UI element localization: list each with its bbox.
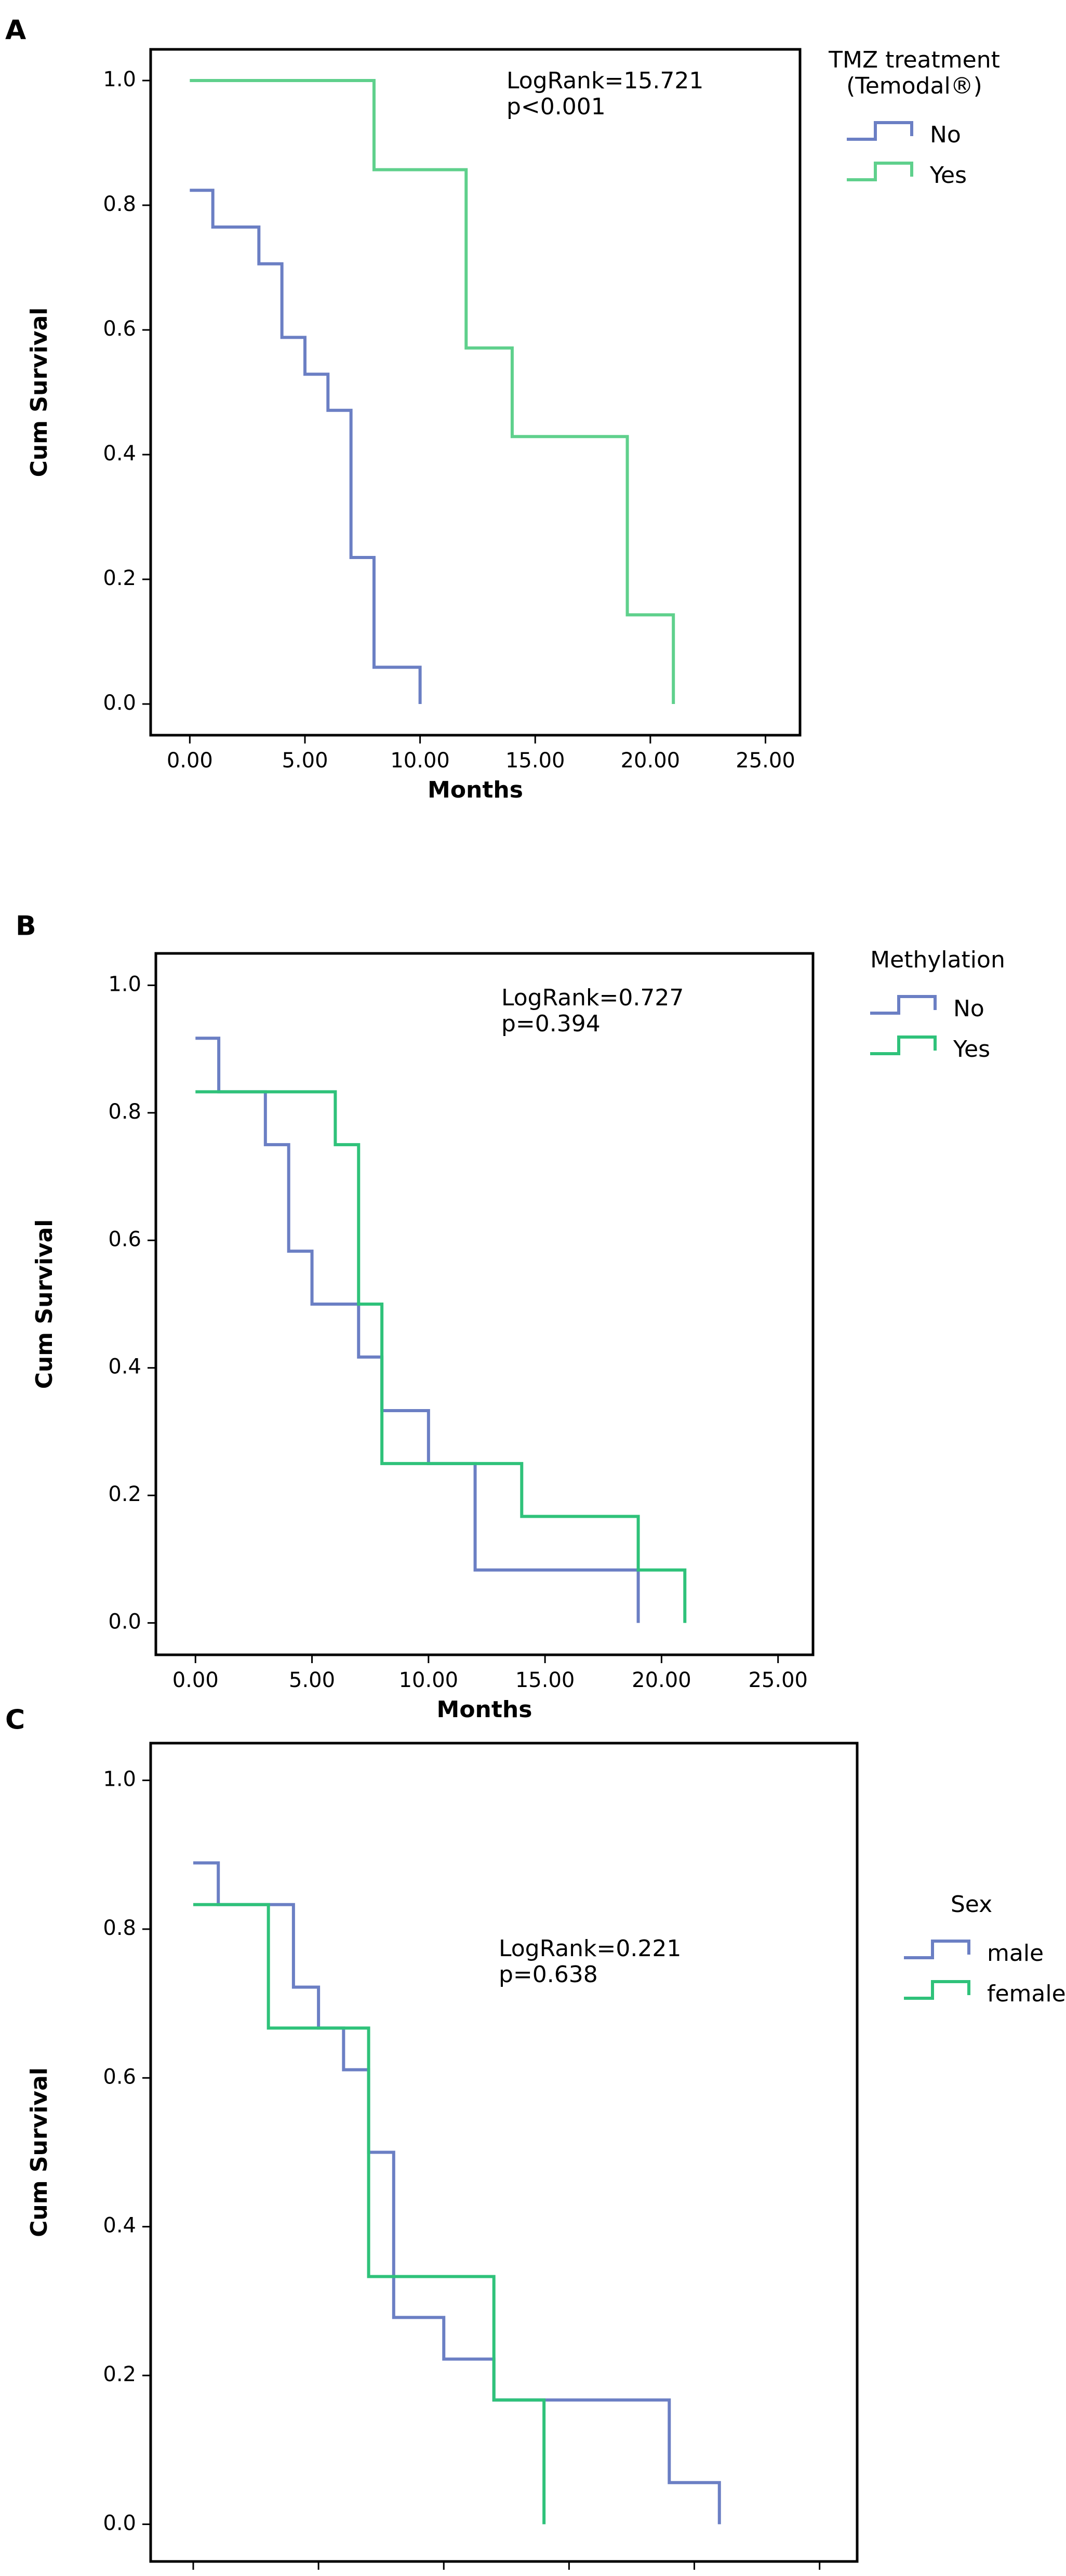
plot-frame — [154, 952, 815, 1656]
legend: Sex male female — [904, 1891, 1066, 2007]
panel-label: C — [5, 1705, 25, 1736]
y-tick-label: 0.0 — [103, 691, 136, 715]
x-tick-label: 25.00 — [748, 1668, 808, 1692]
p-value: p=0.394 — [501, 1011, 601, 1037]
panel-label: A — [5, 15, 26, 46]
survival-curve-yes — [190, 79, 675, 704]
x-tick-label: 0.00 — [170, 2575, 216, 2576]
legend-swatch-female — [904, 1980, 970, 2000]
panel-b: B 0.0 0.2 0.4 0.6 0.8 1.0 0.00 5.00 10.00 15.00 20.… — [16, 911, 1005, 1723]
plot-frame — [149, 1742, 859, 2563]
survival-curve-yes — [195, 1090, 687, 1623]
y-tick-label: 0.8 — [103, 192, 136, 216]
x-axis-title: Months — [428, 777, 523, 803]
y-tick-label: 1.0 — [108, 972, 141, 996]
legend-swatch-yes — [870, 1035, 937, 1055]
legend-title: (Temodal®) — [846, 73, 982, 99]
legend-label-female: female — [987, 1981, 1066, 2007]
x-tick-label: 20.00 — [664, 2575, 724, 2576]
x-axis-title: Months — [437, 1696, 532, 1723]
x-tick-label: 15.00 — [515, 1668, 575, 1692]
panel-a: A 0.0 0.2 0.4 0.6 0.8 1.0 0.00 5.00 10.00 15.00 20.… — [5, 15, 1000, 803]
panel-label: B — [16, 911, 36, 942]
legend-label-male: male — [987, 1940, 1044, 1967]
x-tick-label: 10.00 — [390, 749, 450, 773]
x-tick-label: 15.00 — [539, 2575, 599, 2576]
legend-title: Sex — [951, 1891, 992, 1918]
x-tick-label: 10.00 — [399, 1668, 459, 1692]
y-axis-title: Cum Survival — [26, 2067, 52, 2237]
x-tick-label: 20.00 — [632, 1668, 691, 1692]
legend-swatch-no — [847, 121, 913, 141]
y-tick-label: 0.0 — [108, 1610, 141, 1634]
survival-curve-male — [193, 1861, 721, 2525]
x-tick-label: 25.00 — [736, 749, 795, 773]
legend-label-no: No — [953, 995, 984, 1022]
y-tick-label: 0.4 — [103, 2214, 136, 2238]
y-tick-label: 0.6 — [108, 1227, 141, 1251]
x-tick-label: 5.00 — [289, 1668, 335, 1692]
y-tick-label: 0.6 — [103, 317, 136, 341]
y-tick-label: 0.0 — [103, 2511, 136, 2535]
x-tick-label: 25.00 — [790, 2575, 849, 2576]
legend-label-no: No — [930, 122, 961, 148]
y-tick-label: 0.8 — [103, 1916, 136, 1940]
y-axis-title: Cum Survival — [26, 308, 52, 477]
x-tick-label: 15.00 — [505, 749, 565, 773]
panel-c: C 0.0 0.2 0.4 0.6 0.8 1.0 0.00 5.00 10.00 15.00 20.… — [5, 1705, 1066, 2576]
y-tick-label: 1.0 — [103, 1768, 136, 1791]
logrank-stat: LogRank=0.727 — [501, 985, 684, 1011]
y-tick-label: 0.4 — [108, 1355, 141, 1379]
x-tick-label: 0.00 — [167, 749, 213, 773]
x-tick-label: 0.00 — [172, 1668, 219, 1692]
survival-curve-female — [193, 1903, 546, 2525]
legend-swatch-yes — [847, 162, 913, 181]
x-tick-label: 20.00 — [621, 749, 681, 773]
legend-label-yes: Yes — [929, 162, 967, 189]
survival-curve-no — [190, 189, 422, 704]
survival-curve-no — [195, 1037, 640, 1623]
x-tick-label: 5.00 — [296, 2575, 342, 2576]
legend: TMZ treatment(Temodal®) No Yes — [828, 47, 1000, 189]
y-tick-label: 0.8 — [108, 1100, 141, 1124]
legend-title: TMZ treatment — [828, 47, 1000, 73]
legend: Methylation No Yes — [870, 947, 1005, 1063]
logrank-stat: LogRank=15.721 — [507, 68, 703, 94]
p-value: p=0.638 — [499, 1961, 598, 1988]
y-axis-title: Cum Survival — [31, 1219, 58, 1389]
y-tick-label: 0.6 — [103, 2065, 136, 2089]
y-tick-label: 0.2 — [103, 566, 136, 590]
legend-swatch-male — [904, 1940, 970, 1959]
y-tick-label: 1.0 — [103, 68, 136, 91]
x-tick-label: 5.00 — [282, 749, 328, 773]
x-tick-label: 10.00 — [414, 2575, 474, 2576]
legend-label-yes: Yes — [953, 1036, 990, 1063]
plot-frame — [149, 48, 802, 737]
y-tick-label: 0.4 — [103, 442, 136, 466]
y-tick-label: 0.2 — [108, 1482, 141, 1506]
logrank-stat: LogRank=0.221 — [499, 1935, 681, 1962]
legend-swatch-no — [870, 995, 937, 1015]
y-tick-label: 0.2 — [103, 2362, 136, 2386]
legend-title: Methylation — [870, 947, 1005, 973]
p-value: p<0.001 — [507, 94, 606, 120]
